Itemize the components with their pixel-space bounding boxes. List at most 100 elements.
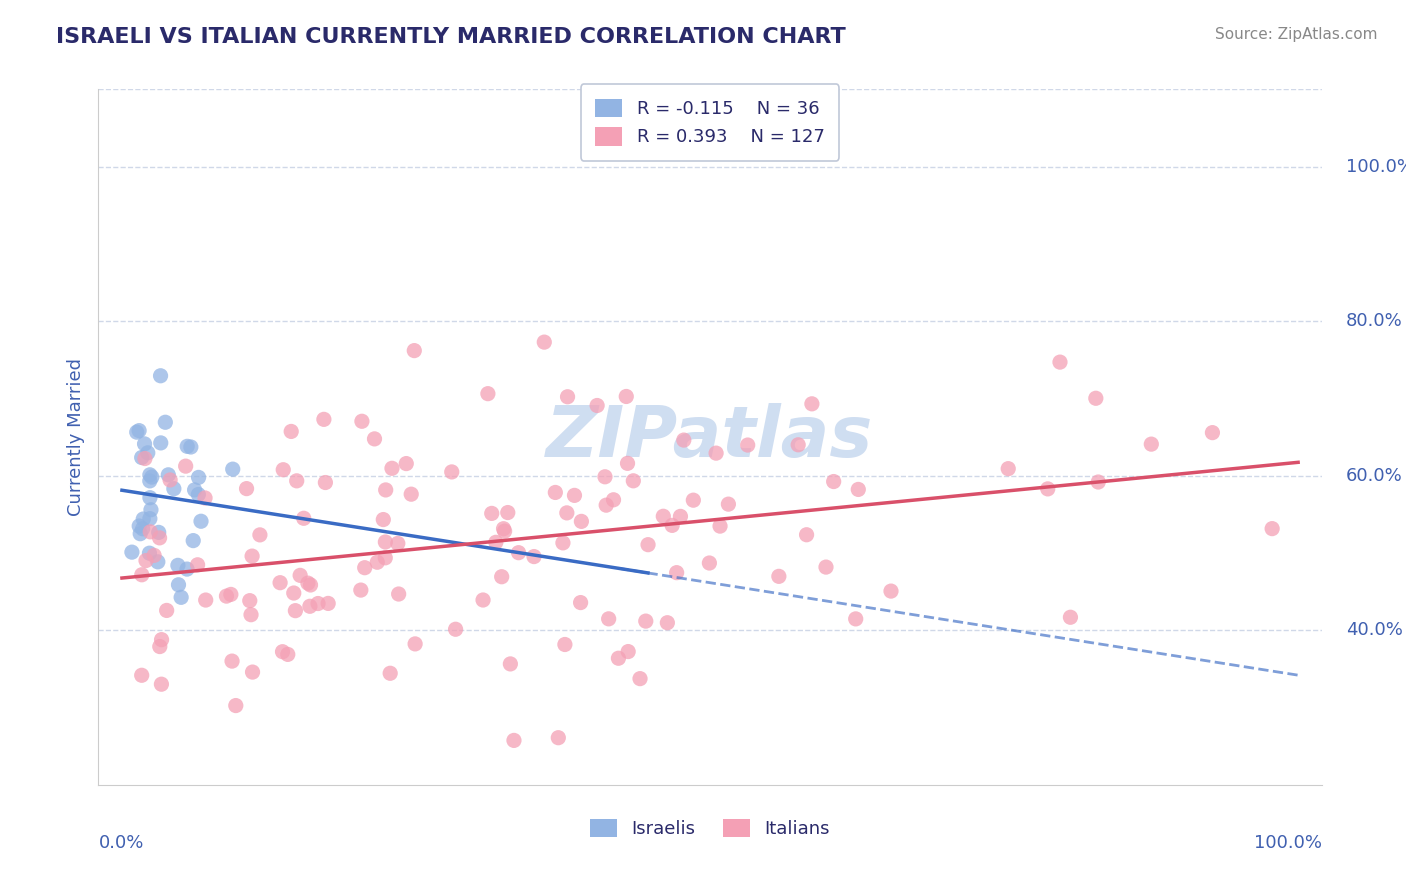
Point [269, 575, 291, 590]
Point [194, 593, 217, 607]
Point [628, 672, 651, 686]
Text: 80.0%: 80.0% [1346, 312, 1403, 330]
Point [481, 507, 503, 521]
Point [283, 586, 305, 600]
Point [239, 593, 262, 607]
Point [135, 553, 157, 567]
Point [709, 519, 731, 533]
Point [190, 514, 212, 528]
Point [634, 614, 657, 628]
Point [131, 668, 153, 682]
Point [363, 432, 385, 446]
Text: 40.0%: 40.0% [1346, 622, 1403, 640]
Text: ZIPatlas: ZIPatlas [547, 402, 873, 472]
Point [222, 462, 245, 476]
Point [508, 546, 530, 560]
Point [800, 397, 823, 411]
Point [284, 604, 307, 618]
Point [141, 470, 163, 484]
Point [139, 474, 162, 488]
Point [131, 522, 153, 536]
Point [350, 583, 373, 598]
Point [404, 637, 426, 651]
Point [880, 584, 903, 599]
Point [485, 535, 508, 549]
Point [149, 368, 172, 383]
Point [593, 470, 616, 484]
Point [316, 596, 339, 610]
Point [586, 399, 609, 413]
Point [131, 567, 153, 582]
Point [167, 578, 190, 592]
Point [277, 648, 299, 662]
Point [307, 597, 329, 611]
Point [533, 335, 555, 350]
Point [374, 483, 396, 497]
Point [637, 538, 659, 552]
Point [249, 528, 271, 542]
Point [139, 524, 162, 539]
Point [139, 467, 162, 482]
Point [299, 578, 322, 592]
Point [598, 612, 620, 626]
Point [129, 526, 152, 541]
Point [187, 487, 209, 501]
Point [569, 596, 592, 610]
Point [444, 622, 467, 636]
Point [472, 593, 495, 607]
Point [174, 459, 197, 474]
Point [150, 677, 173, 691]
Point [131, 450, 153, 465]
Point [440, 465, 463, 479]
Point [194, 491, 217, 505]
Point [149, 640, 172, 654]
Point [132, 512, 155, 526]
Point [139, 502, 162, 516]
Text: 100.0%: 100.0% [1254, 834, 1322, 852]
Point [617, 644, 640, 658]
Point [657, 615, 679, 630]
Point [148, 531, 170, 545]
Point [554, 638, 576, 652]
Point [134, 451, 156, 466]
Point [149, 436, 172, 450]
Point [669, 509, 692, 524]
Text: 100.0%: 100.0% [1346, 158, 1406, 176]
Point [350, 414, 373, 428]
Point [1087, 475, 1109, 489]
Point [814, 560, 837, 574]
Point [271, 645, 294, 659]
Point [607, 651, 630, 665]
Point [381, 461, 404, 475]
Y-axis label: Currently Married: Currently Married [66, 358, 84, 516]
Point [494, 524, 516, 538]
Point [387, 536, 409, 550]
Point [404, 343, 426, 358]
Point [491, 570, 513, 584]
Point [187, 558, 209, 572]
Point [146, 555, 169, 569]
Point [373, 512, 395, 526]
Point [665, 566, 688, 580]
Point [602, 492, 624, 507]
Point [271, 463, 294, 477]
Point [1084, 391, 1107, 405]
Point [298, 599, 321, 614]
Point [997, 461, 1019, 475]
Text: 0.0%: 0.0% [98, 834, 143, 852]
Text: 60.0%: 60.0% [1346, 467, 1403, 484]
Point [136, 446, 159, 460]
Point [557, 390, 579, 404]
Point [1201, 425, 1223, 440]
Point [787, 438, 810, 452]
Point [121, 545, 143, 559]
Point [399, 487, 422, 501]
Point [125, 425, 148, 439]
Point [1140, 437, 1163, 451]
Point [219, 587, 242, 601]
Point [292, 511, 315, 525]
Point [551, 536, 574, 550]
Text: Source: ZipAtlas.com: Source: ZipAtlas.com [1215, 27, 1378, 42]
Point [823, 475, 845, 489]
Point [221, 654, 243, 668]
